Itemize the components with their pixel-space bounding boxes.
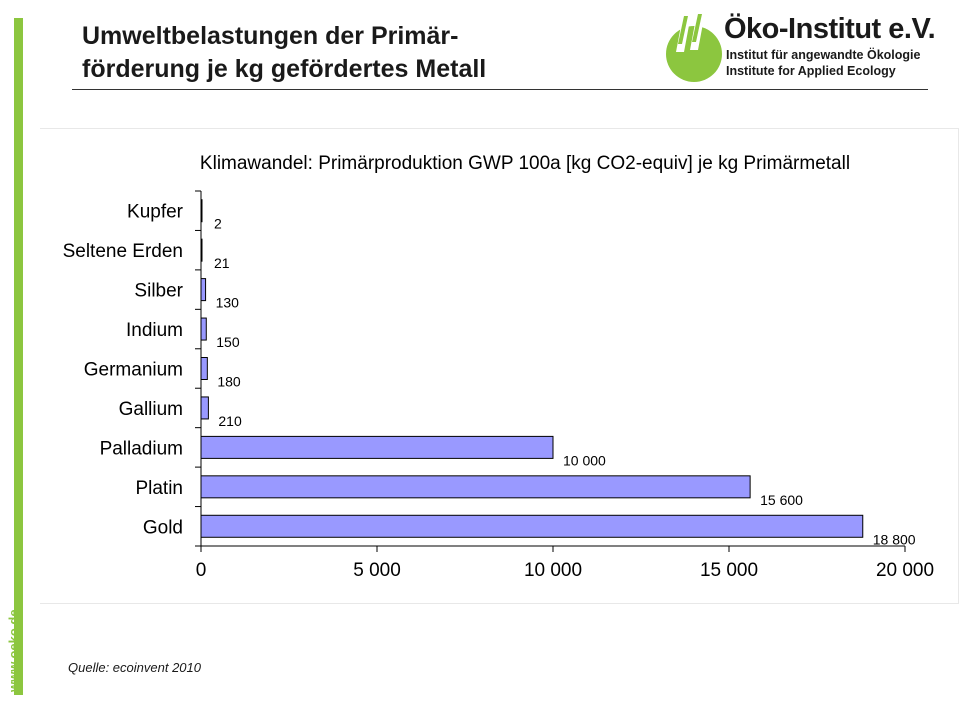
logo-name: Öko-Institut e.V. [724, 13, 936, 45]
data-label: 15 600 [760, 492, 803, 508]
slide-title: Umweltbelastungen der Primär- förderung … [82, 20, 642, 86]
data-label: 210 [218, 413, 242, 429]
data-label: 2 [214, 216, 222, 232]
bar [200, 475, 751, 499]
category-label: Gallium [119, 399, 183, 420]
category-label: Silber [134, 281, 183, 302]
data-label: 180 [217, 374, 241, 390]
category-label: Platin [135, 478, 183, 499]
data-label: 18 800 [873, 531, 916, 547]
logo-subtitle-de: Institut für angewandte Ökologie [726, 48, 921, 62]
category-label: Indium [126, 320, 183, 341]
oeko-institut-logo: Öko-Institut e.V. Institut für angewandt… [664, 12, 944, 88]
gwp-bar-chart: Klimawandel: Primärproduktion GWP 100a [… [63, 153, 934, 581]
bar [200, 238, 203, 262]
x-tick-label: 5 000 [353, 560, 401, 581]
x-tick-label: 15 000 [700, 560, 758, 581]
chart-frame: Klimawandel: Primärproduktion GWP 100a [… [40, 128, 959, 604]
x-tick-label: 10 000 [524, 560, 582, 581]
chart-title: Klimawandel: Primärproduktion GWP 100a [… [200, 153, 850, 174]
bar [200, 435, 554, 459]
oeko-institut-logo-icon [666, 14, 722, 82]
bar [200, 357, 208, 380]
data-label: 130 [216, 295, 240, 311]
bar [200, 278, 207, 302]
category-label: Kupfer [127, 202, 184, 223]
title-divider [72, 89, 928, 90]
data-label: 150 [216, 334, 240, 350]
bar [200, 199, 203, 223]
data-label: 21 [214, 255, 230, 271]
x-tick-label: 0 [196, 560, 207, 581]
slide-title-line-1: Umweltbelastungen der Primär- [82, 22, 459, 50]
category-label: Palladium [100, 438, 183, 459]
slide-title-line-2: förderung je kg gefördertes Metall [82, 55, 487, 83]
bar [200, 396, 209, 420]
source-note: Quelle: ecoinvent 2010 [68, 660, 201, 675]
logo-subtitle-en: Institute for Applied Ecology [726, 64, 896, 78]
x-tick-label: 20 000 [876, 560, 934, 581]
category-label: Gold [143, 517, 183, 538]
category-label: Germanium [84, 360, 183, 381]
side-accent-bar [14, 18, 23, 695]
bar [200, 317, 207, 341]
category-label: Seltene Erden [63, 241, 183, 262]
data-label: 10 000 [563, 452, 606, 468]
bar [200, 514, 864, 538]
side-website-label: www.oeko.de [6, 609, 21, 692]
